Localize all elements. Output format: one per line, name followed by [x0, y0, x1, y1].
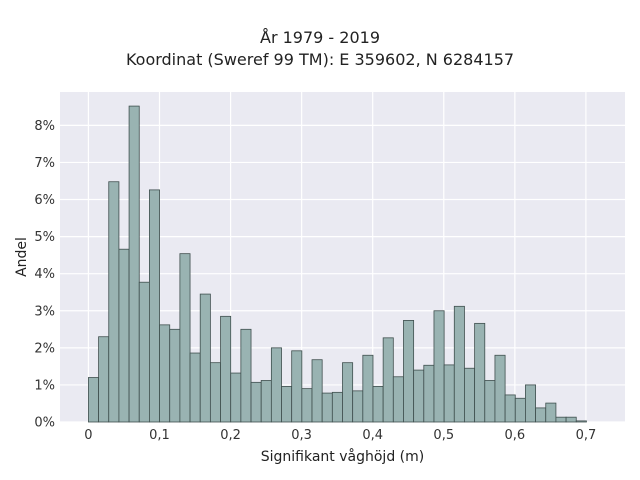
x-tick-label: 0,1 [149, 428, 170, 443]
histogram-bar [220, 315, 232, 423]
histogram-bar [484, 380, 496, 423]
histogram-bar [342, 362, 354, 423]
x-tick-label: 0,5 [433, 428, 454, 443]
histogram-bar [159, 324, 171, 423]
y-axis-ticks: 0% 1% 2% 3% 4% 5% 6% 7% 8% [34, 119, 55, 431]
histogram-bar [331, 391, 343, 423]
x-tick-label: 0,4 [362, 428, 383, 443]
histogram-bar [525, 384, 536, 423]
histogram-bar [555, 416, 567, 423]
x-axis-label: Signifikant våghöjd (m) [261, 448, 424, 465]
histogram-bar [545, 402, 557, 423]
histogram-bar [98, 336, 110, 423]
histogram-bar [565, 416, 577, 423]
y-axis-label: Andel [14, 237, 30, 277]
chart-title-line2: Koordinat (Sweref 99 TM): E 359602, N 62… [125, 50, 515, 69]
y-tick-label: 1% [34, 378, 55, 393]
histogram-bar [291, 350, 303, 423]
histogram-bar [189, 352, 201, 423]
histogram-bar [514, 397, 526, 423]
histogram-bar [362, 354, 374, 423]
histogram-bar [108, 181, 120, 423]
histogram-bar [199, 293, 211, 423]
x-tick-label: 0,3 [291, 428, 312, 443]
x-tick-label: 0,6 [504, 428, 525, 443]
x-tick-label: 0,7 [576, 428, 597, 443]
histogram-bar [311, 359, 323, 423]
y-tick-label: 5% [34, 230, 55, 245]
histogram-bar [392, 376, 404, 423]
y-tick-label: 7% [34, 156, 55, 171]
histogram-bar [504, 394, 516, 423]
histogram-bar [321, 392, 333, 423]
histogram-bar [301, 388, 313, 423]
histogram-bar [128, 105, 140, 423]
y-tick-label: 4% [34, 267, 55, 282]
y-tick-label: 3% [34, 304, 55, 319]
y-tick-label: 8% [34, 119, 55, 134]
histogram-bar [138, 281, 150, 423]
y-tick-label: 6% [34, 193, 55, 208]
histogram-bar [474, 322, 486, 423]
histogram-bar [230, 372, 242, 423]
histogram-bar [118, 248, 130, 423]
histogram-bar [464, 367, 476, 423]
histogram-bar [209, 362, 221, 423]
histogram-bar [240, 328, 252, 423]
bars-group [88, 105, 587, 423]
histogram-bar [270, 347, 282, 423]
histogram-bar [433, 310, 445, 423]
histogram-bar [535, 407, 547, 423]
y-tick-label: 2% [34, 341, 55, 356]
histogram-bar [403, 320, 415, 423]
histogram-bar [413, 369, 425, 423]
histogram-bar [88, 377, 99, 423]
histogram-bar [494, 354, 506, 423]
y-tick-label: 0% [34, 416, 55, 431]
x-tick-label: 0,2 [220, 428, 241, 443]
histogram-bar [453, 305, 465, 423]
histogram-bar [179, 253, 191, 423]
histogram-bar [443, 364, 455, 423]
chart-title-line1: År 1979 - 2019 [260, 28, 380, 47]
x-axis-ticks: 0 0,1 0,2 0,3 0,4 0,5 0,6 0,7 [84, 428, 596, 443]
histogram-bar [382, 337, 394, 423]
histogram-bar [260, 380, 272, 423]
histogram-bar [149, 189, 160, 423]
histogram-bar [372, 386, 384, 423]
histogram-bar [169, 328, 181, 423]
histogram-bar [575, 420, 587, 423]
histogram-bar [423, 364, 435, 423]
histogram-bar [250, 381, 262, 423]
histogram-bar [352, 390, 364, 423]
histogram-bar [281, 386, 293, 423]
x-tick-label: 0 [84, 428, 92, 443]
